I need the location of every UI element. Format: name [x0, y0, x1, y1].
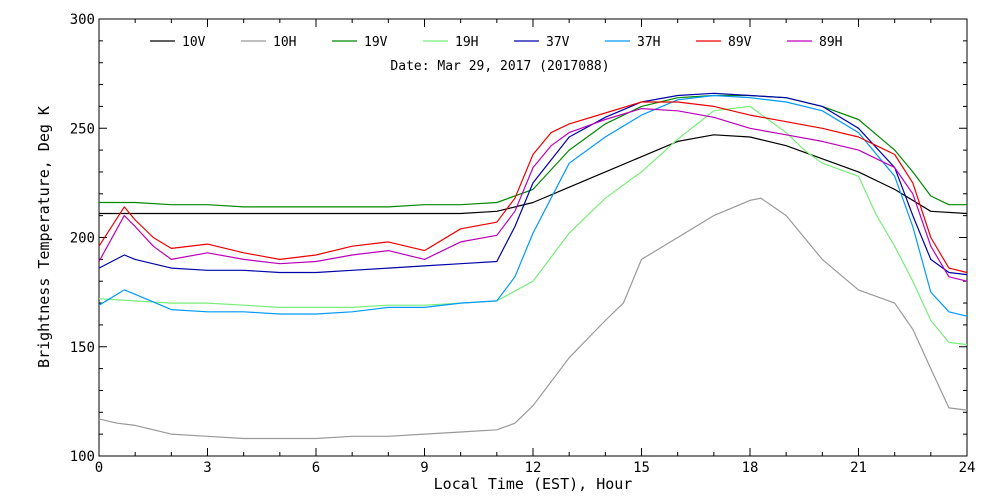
y-tick-label: 200 — [70, 231, 95, 247]
series-line-10h — [98, 197, 968, 440]
x-tick-label: 9 — [420, 460, 428, 476]
x-tick-label: 0 — [95, 460, 103, 476]
legend-label-10h: 10H — [273, 35, 296, 50]
legend-label-89v: 89V — [728, 35, 752, 50]
series-line-37v — [98, 92, 968, 276]
plot-frame — [98, 18, 968, 457]
series-line-10v — [99, 134, 968, 215]
x-tick-label: 6 — [312, 460, 320, 476]
legend-label-19v: 19V — [364, 35, 388, 50]
date-annotation: Date: Mar 29, 2017 (2017088) — [390, 59, 609, 74]
axis-ticks — [98, 18, 968, 457]
y-tick-label: 250 — [70, 121, 95, 137]
x-tick-label: 3 — [203, 460, 211, 476]
series-lines — [98, 92, 968, 440]
x-tick-label: 21 — [850, 460, 867, 476]
series-line-89v — [98, 101, 968, 274]
tick-labels: 0 3 6 9 12 15 18 21 24 100 150 200 250 300 — [70, 12, 976, 476]
legend-label-37h: 37H — [637, 35, 660, 50]
y-axis-label: Brightness Temperature, Deg K — [35, 106, 53, 368]
x-tick-label: 18 — [742, 460, 759, 476]
x-tick-label: 15 — [633, 460, 650, 476]
y-tick-label: 150 — [70, 340, 95, 356]
legend-label-37v: 37V — [546, 35, 570, 50]
legend-label-10v: 10V — [182, 35, 206, 50]
x-tick-label: 12 — [525, 460, 542, 476]
legend-label-89h: 89H — [819, 35, 842, 50]
x-axis-label: Local Time (EST), Hour — [434, 475, 633, 493]
y-tick-label: 100 — [70, 449, 95, 465]
legend: 10V 10H 19V 19H 37V 37H 89V 89H — [150, 35, 842, 50]
series-line-19h — [98, 105, 968, 346]
x-tick-label: 24 — [959, 460, 976, 476]
series-line-37h — [98, 94, 968, 317]
series-line-89h — [98, 107, 968, 282]
y-tick-label: 300 — [70, 12, 95, 28]
legend-label-19h: 19H — [455, 35, 478, 50]
series-line-19v — [99, 94, 967, 208]
